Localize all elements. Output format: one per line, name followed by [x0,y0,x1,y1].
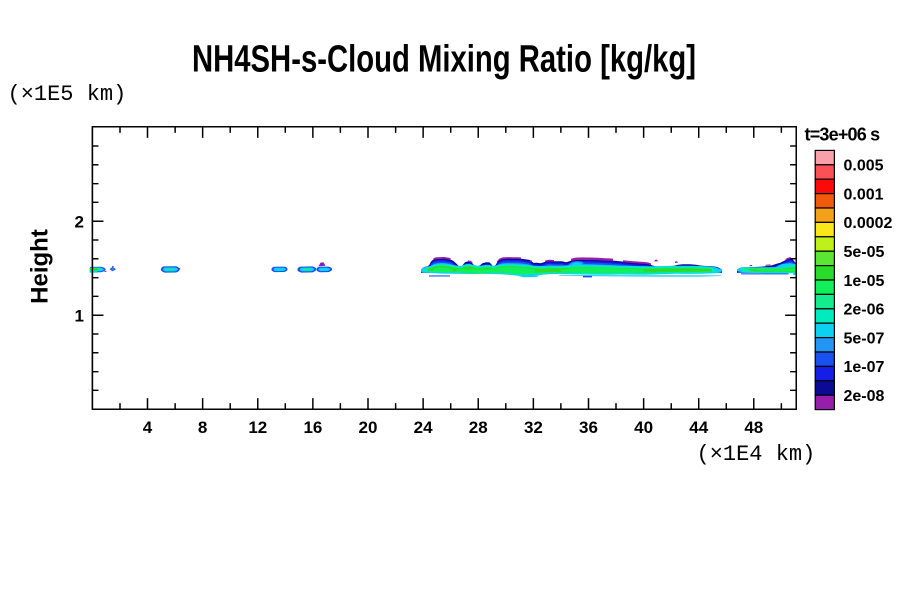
svg-text:20: 20 [359,418,378,437]
svg-text:32: 32 [524,418,543,437]
svg-text:1e-05: 1e-05 [844,273,885,290]
svg-text:5e-07: 5e-07 [844,330,885,347]
svg-text:NH4SH-s-Cloud Mixing Ratio [kg: NH4SH-s-Cloud Mixing Ratio [kg/kg] [192,39,696,81]
svg-text:4: 4 [143,418,153,437]
svg-text:36: 36 [579,418,598,437]
svg-text:44: 44 [689,418,708,437]
svg-text:24: 24 [414,418,433,437]
svg-text:16: 16 [303,418,322,437]
svg-text:0.005: 0.005 [844,158,884,175]
svg-text:0.001: 0.001 [844,186,884,203]
svg-text:48: 48 [744,418,763,437]
svg-text:28: 28 [469,418,488,437]
svg-text:Height: Height [27,229,54,304]
svg-text:1: 1 [75,306,84,325]
svg-text:1e-07: 1e-07 [844,359,885,376]
svg-text:5e-05: 5e-05 [844,244,885,261]
svg-text:t=3e+06 s: t=3e+06 s [805,125,881,145]
svg-text:2: 2 [75,212,84,231]
svg-text:12: 12 [248,418,267,437]
svg-text:(×1E4 km): (×1E4 km) [697,442,816,467]
svg-text:8: 8 [198,418,207,437]
svg-text:2e-06: 2e-06 [844,302,885,319]
svg-text:40: 40 [634,418,653,437]
svg-text:(×1E5 km): (×1E5 km) [8,82,127,107]
svg-text:0.0002: 0.0002 [844,215,893,232]
svg-text:2e-08: 2e-08 [844,388,885,405]
